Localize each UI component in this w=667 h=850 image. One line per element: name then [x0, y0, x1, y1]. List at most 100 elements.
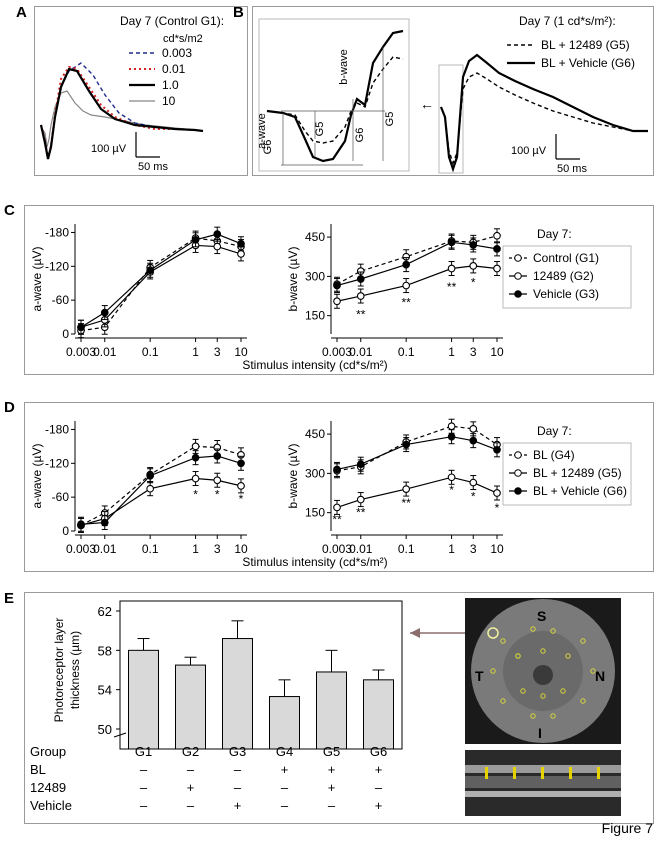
- panel-e-chart: 50 54 58 62 Photoreceptor layer thickness (µm…: [30, 598, 621, 816]
- data-point: [447, 432, 456, 441]
- x-tick-label: 0.003: [66, 345, 96, 359]
- data-point: [469, 425, 478, 433]
- panel-b-scale-y: 100 µV: [511, 145, 547, 157]
- grid-point: [515, 653, 521, 659]
- x-tick-label: 1: [448, 542, 455, 556]
- data-point: [333, 297, 341, 306]
- bar-chart: 50 54 58 62 Photoreceptor layer thickness (µm…: [52, 600, 403, 750]
- table-cell: +: [281, 762, 289, 777]
- oct-marker: [485, 767, 488, 779]
- data-point: [333, 465, 341, 474]
- bar: [222, 638, 253, 750]
- fundus-image: S T N I: [465, 598, 621, 744]
- x-tick-label: 0.1: [398, 345, 415, 359]
- bar: [128, 649, 159, 750]
- data-point: [191, 442, 200, 451]
- table-cell: –: [187, 798, 195, 813]
- highlight-point: [487, 627, 499, 639]
- inset-label-a-wave: a-wave: [256, 113, 268, 148]
- table-row-label: BL: [30, 762, 46, 777]
- x-tick-label: 10: [234, 542, 248, 556]
- panel-b-scale-x: 50 ms: [557, 163, 587, 175]
- table-cell: –: [140, 762, 148, 777]
- significance-mark: *: [471, 489, 476, 503]
- group-table: Group G1 G2 G3 G4 G5 G6 BL – – – + + +12489 – + – – + – Vehi…: [30, 744, 387, 813]
- bar: [269, 696, 300, 750]
- series-line: [80, 233, 242, 328]
- data-point: [356, 460, 365, 469]
- legend-title: Day 7:: [537, 424, 572, 438]
- data-point: [237, 459, 245, 468]
- panel-e: 50 54 58 62 Photoreceptor layer thickness (µm…: [24, 592, 654, 824]
- table-cell: +: [187, 780, 195, 795]
- y-tick-label: 0: [62, 524, 69, 538]
- y-tick-label: 0: [62, 327, 69, 341]
- y-tick-label: 54: [98, 683, 112, 698]
- table-cell: G2: [182, 744, 199, 759]
- bar: [316, 671, 347, 750]
- y-tick-label: -120: [45, 456, 69, 470]
- oct-marker: [597, 767, 600, 779]
- data-point: [333, 281, 341, 290]
- legend-marker: [514, 254, 522, 262]
- panel-b-label: B: [233, 4, 244, 21]
- table-cell: –: [140, 798, 148, 813]
- data-point: [146, 266, 155, 275]
- panel-a-title: Day 7 (Control G1):: [120, 14, 224, 28]
- legend-entry: 0.003: [162, 46, 192, 60]
- panel-a-legend: 0.003 0.01 1.0 10: [129, 46, 192, 108]
- table-cell: G3: [229, 744, 246, 759]
- significance-mark: **: [356, 506, 366, 520]
- zoom-box: [438, 64, 464, 174]
- x-tick-label: 0.003: [322, 542, 352, 556]
- data-point: [493, 245, 501, 253]
- data-point: [146, 471, 155, 480]
- x-tick-label: 3: [214, 345, 221, 359]
- data-point: [356, 292, 365, 300]
- x-tick-label: 0.01: [349, 542, 373, 556]
- data-point: [191, 453, 200, 462]
- fundus-label-i: I: [538, 725, 542, 741]
- x-tick-label: 0.01: [93, 345, 117, 359]
- panel-a-scale-y: 100 µV: [91, 143, 127, 155]
- panel-b-legend: BL + 12489 (G5) BL + Vehicle (G6): [507, 38, 635, 70]
- significance-mark: *: [471, 275, 476, 289]
- data-point: [469, 262, 478, 270]
- data-point: [447, 238, 456, 247]
- table-row-label: Group: [30, 744, 66, 759]
- x-tick-label: 10: [490, 345, 504, 359]
- x-tick-label: 0.003: [322, 345, 352, 359]
- x-tick-label: 0.01: [93, 542, 117, 556]
- table-cell: –: [187, 762, 195, 777]
- table-cell: –: [281, 798, 289, 813]
- table-cell: +: [328, 780, 336, 795]
- grid-point: [490, 668, 496, 674]
- data-point: [237, 239, 245, 248]
- legend-entry: Control (G1): [533, 251, 599, 265]
- table-cell: G4: [276, 744, 293, 759]
- data-point: [191, 235, 200, 244]
- data-point: [493, 489, 501, 497]
- table-cell: G5: [323, 744, 340, 759]
- table-cell: +: [375, 762, 383, 777]
- grid-point: [520, 688, 526, 694]
- significance-mark: *: [449, 483, 454, 497]
- inset-frame: [258, 18, 410, 172]
- significance-mark: *: [193, 487, 198, 501]
- legend-marker: [514, 451, 522, 459]
- fundus-label-s: S: [537, 608, 546, 624]
- data-point: [356, 495, 365, 504]
- panel-c-label: C: [4, 202, 15, 219]
- data-point: [402, 281, 411, 290]
- y-axis-label: a-wave (µV): [30, 247, 44, 312]
- x-tick-label: 0.1: [398, 542, 415, 556]
- data-point: [213, 476, 222, 485]
- erg-trace: [39, 67, 204, 160]
- series-line: [336, 436, 498, 471]
- y-tick-label: 450: [305, 427, 325, 441]
- panel-b-title: Day 7 (1 cd*s/m²):: [519, 14, 616, 28]
- y-tick-label: -60: [52, 293, 70, 307]
